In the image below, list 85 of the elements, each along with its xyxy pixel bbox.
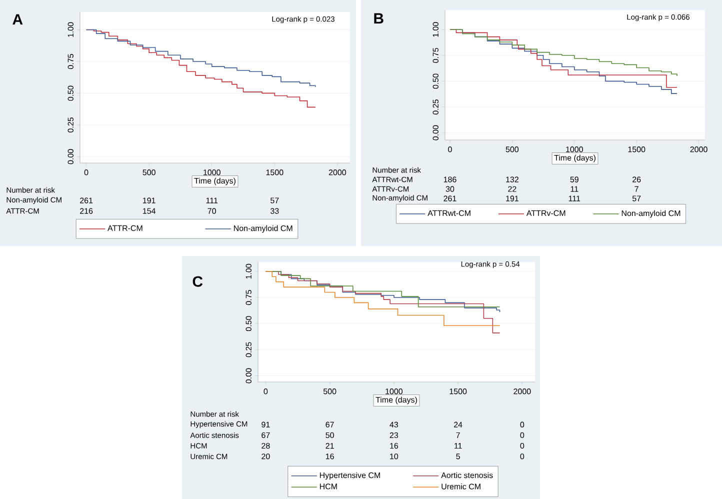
text: 57	[270, 198, 279, 204]
x-tick-label: 1500	[450, 388, 467, 394]
y-tick-label: 0.00	[246, 368, 252, 384]
x-tick-label: 2000	[328, 170, 346, 176]
x-tick-label: 2000	[514, 388, 531, 394]
x-tick-label: 1500	[266, 170, 284, 176]
x-tick-label: 500	[142, 170, 156, 176]
text: 28	[262, 442, 270, 449]
x-tick-label: 500	[323, 388, 336, 394]
x-tick-label: 0	[84, 170, 88, 176]
x-tick-label: 2000	[690, 146, 708, 152]
legend-label: Uremic CM	[442, 483, 480, 490]
text: 91	[262, 422, 270, 428]
x-tick-label: 1000	[386, 388, 403, 394]
text: 43	[390, 422, 398, 428]
text: 50	[326, 432, 334, 438]
y-tick-label: 0.00	[432, 125, 438, 140]
x-tick-label: 1500	[628, 146, 646, 152]
text: 132	[506, 176, 518, 182]
chart-title: A	[12, 14, 23, 25]
text: 23	[390, 432, 398, 438]
legend-label: HCM	[320, 484, 337, 490]
y-tick-label: 0.75	[432, 48, 438, 63]
text: 191	[506, 196, 518, 202]
text: 16	[326, 454, 334, 460]
y-tick-label: 0.00	[68, 149, 74, 164]
text: 20	[262, 454, 270, 460]
legend-label: ATTRv-CM	[526, 210, 566, 216]
y-tick-label: 1.00	[246, 264, 252, 279]
text: 26	[632, 176, 641, 182]
x-tick-label: 1000	[566, 146, 583, 152]
text: 191	[143, 198, 156, 204]
text: 186	[444, 176, 456, 182]
legend-label: Non-amyloid CM	[622, 210, 680, 218]
text: 57	[632, 196, 641, 202]
text: 0	[520, 432, 524, 438]
y-tick-label: 0.25	[246, 342, 252, 358]
text: 70	[208, 208, 216, 214]
x-axis-title: Time (days)	[194, 178, 236, 186]
text: 67	[326, 422, 334, 428]
x-tick-label: 500	[506, 146, 519, 152]
legend-label: ATTR-CM	[108, 225, 142, 231]
y-tick-label: 0.25	[432, 100, 438, 114]
text: 21	[326, 443, 334, 449]
text: 216	[80, 208, 93, 214]
y-tick-label: 1.00	[68, 22, 74, 37]
text: 0	[520, 422, 524, 428]
text: 24	[454, 422, 462, 428]
text: 5	[456, 454, 460, 460]
text: 33	[270, 208, 279, 214]
y-tick-label: 0.25	[68, 117, 74, 132]
x-axis-title: Time (days)	[554, 154, 596, 162]
y-tick-label: 0.75	[68, 54, 74, 69]
text: 111	[206, 198, 218, 204]
y-tick-label: 0.75	[246, 290, 252, 305]
text: 11	[454, 443, 462, 449]
text: 154	[143, 208, 156, 214]
text: 30	[446, 186, 454, 192]
legend-label: Hypertensive CM	[320, 472, 380, 480]
text: 67	[262, 432, 270, 438]
text: 11	[570, 186, 578, 192]
text: 59	[570, 176, 578, 182]
legend-label: Aortic stenosis	[441, 472, 493, 478]
legend-label: Non-amyloid CM	[234, 225, 292, 233]
text: 7	[456, 432, 460, 438]
text: 16	[390, 442, 398, 449]
text: 0	[520, 454, 524, 460]
y-tick-label: 0.50	[432, 74, 438, 89]
text: 0	[520, 442, 524, 449]
x-tick-label: 0	[264, 388, 268, 394]
text: 261	[444, 196, 456, 202]
y-tick-label: 1.00	[432, 22, 438, 37]
x-tick-label: 0	[448, 146, 452, 152]
text: 261	[80, 198, 93, 204]
text: 22	[508, 186, 516, 192]
text: 111	[568, 196, 580, 202]
y-tick-label: 0.50	[68, 86, 74, 101]
legend-label: ATTRwt-CM	[428, 210, 470, 216]
text: 10	[390, 454, 398, 460]
y-tick-label: 0.50	[246, 316, 252, 332]
text: C	[192, 276, 203, 287]
x-axis-title: Time (days)	[376, 396, 417, 404]
chart-title: B	[374, 13, 384, 24]
x-tick-label: 1000	[204, 170, 220, 176]
text: 7	[634, 186, 638, 192]
